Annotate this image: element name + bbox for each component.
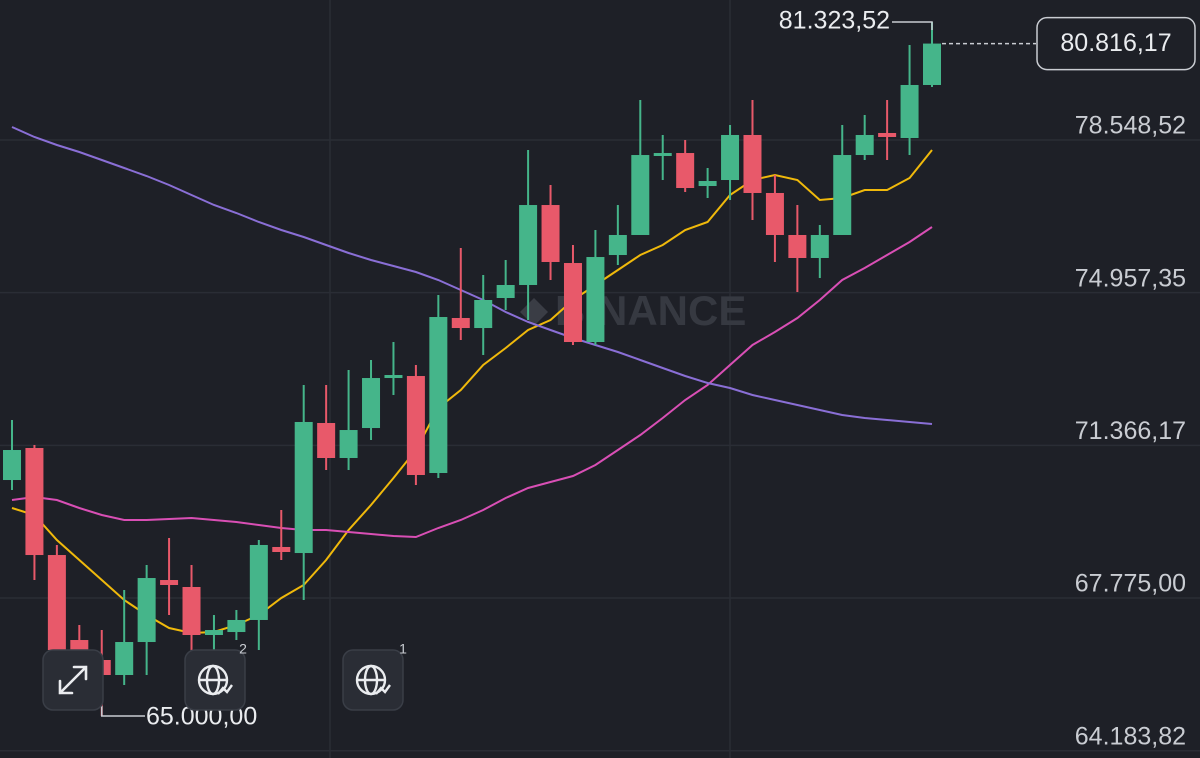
expand-icon <box>58 665 88 695</box>
last-price-box <box>1036 16 1196 71</box>
candle-body <box>137 578 156 643</box>
high-marker-label: 81.323,52 <box>779 7 890 35</box>
candle-body <box>586 257 605 343</box>
candle-body <box>923 43 941 85</box>
moving-average-line <box>11 226 933 539</box>
badge: 2 <box>239 641 247 657</box>
candle-body <box>653 153 672 156</box>
globe-button[interactable]: 1 <box>342 641 407 711</box>
candle-body <box>474 300 493 329</box>
candle-body <box>47 555 66 651</box>
badge: 1 <box>399 641 407 657</box>
globe-icon <box>197 664 233 696</box>
watermark-logo <box>520 298 548 326</box>
last-price-label: 80.816,17 <box>1060 29 1171 57</box>
moving-average-line <box>11 149 933 635</box>
low-marker-line <box>101 706 145 717</box>
candle-body <box>810 234 829 258</box>
candle-body <box>563 263 582 343</box>
toolbar: 2 1 <box>42 641 407 711</box>
candle-body <box>204 630 223 635</box>
candle-body <box>698 180 717 187</box>
candle-body <box>451 317 470 329</box>
candle-body <box>317 423 336 458</box>
y-tick-label: 67.775,00 <box>1075 570 1186 598</box>
candle-body <box>608 234 627 256</box>
candle-body <box>384 375 403 379</box>
candle-body <box>182 586 201 635</box>
candle-body <box>496 284 515 299</box>
candle-body <box>519 205 538 285</box>
candle-body <box>249 544 268 620</box>
candle-body <box>294 421 313 554</box>
y-tick-label: 71.366,17 <box>1075 417 1186 445</box>
candle-body <box>855 134 874 156</box>
candle-body <box>833 155 852 235</box>
candle-body <box>272 546 291 553</box>
candle-body <box>406 376 425 476</box>
candle-body <box>25 448 44 556</box>
expand-button[interactable] <box>42 649 104 711</box>
candle-body <box>765 192 784 235</box>
globe-button[interactable]: 2 <box>184 641 247 711</box>
candle-body <box>721 134 740 181</box>
candle-body <box>878 132 897 137</box>
watermark-text: BINANCE <box>555 287 746 334</box>
high-marker-line <box>892 21 933 31</box>
y-tick-label: 74.957,35 <box>1075 264 1186 292</box>
candle-body <box>3 450 21 481</box>
candle-body <box>160 580 179 585</box>
candle-body <box>429 317 448 474</box>
globe-icon <box>355 664 391 696</box>
moving-average-line <box>11 126 933 425</box>
candle-body <box>541 205 560 262</box>
candle-body <box>743 134 762 193</box>
candle-body <box>631 155 650 235</box>
y-tick-label: 78.548,52 <box>1075 112 1186 140</box>
candle-body <box>227 619 246 633</box>
y-tick-label: 64.183,82 <box>1075 722 1186 750</box>
candle-body <box>339 430 358 458</box>
candle-body <box>362 378 381 429</box>
candle-body <box>788 234 807 258</box>
candle-body <box>115 642 134 676</box>
candle-body <box>900 84 919 139</box>
candle-body <box>676 153 695 189</box>
